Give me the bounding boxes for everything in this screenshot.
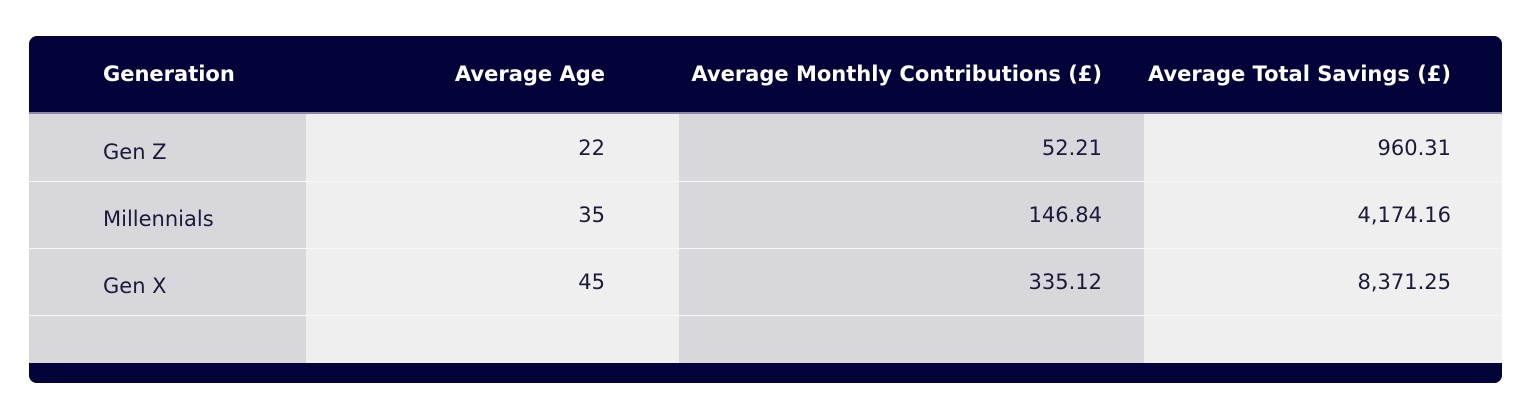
column-shade xyxy=(1144,114,1502,363)
cell-average-monthly: 335.12 xyxy=(1028,270,1102,294)
cell-generation: Gen X xyxy=(103,274,167,298)
table-row: Millennials 35 146.84 4,174.16 xyxy=(29,181,1502,248)
column-shade xyxy=(306,114,679,363)
row-divider xyxy=(29,181,1502,182)
table-footer-bar xyxy=(29,363,1502,383)
cell-average-age: 22 xyxy=(578,136,605,160)
header-average-total-savings: Average Total Savings (£) xyxy=(1147,62,1451,86)
cell-average-savings: 960.31 xyxy=(1377,136,1451,160)
cell-average-monthly: 146.84 xyxy=(1028,203,1102,227)
cell-average-savings: 4,174.16 xyxy=(1357,203,1451,227)
cell-generation: Millennials xyxy=(103,207,214,231)
cell-average-age: 35 xyxy=(578,203,605,227)
cell-average-savings: 8,371.25 xyxy=(1357,270,1451,294)
table-row: Gen X 45 335.12 8,371.25 xyxy=(29,248,1502,315)
data-table: Generation Average Age Average Monthly C… xyxy=(29,36,1502,383)
header-average-age: Average Age xyxy=(454,62,605,86)
header-divider xyxy=(29,112,1502,114)
header-generation: Generation xyxy=(103,62,235,86)
table-header-row: Generation Average Age Average Monthly C… xyxy=(29,36,1502,112)
column-shade xyxy=(29,114,306,363)
column-shade xyxy=(679,114,1144,363)
header-average-monthly-contributions: Average Monthly Contributions (£) xyxy=(691,62,1102,86)
cell-generation: Gen Z xyxy=(103,140,167,164)
row-divider xyxy=(29,315,1502,316)
table-body: Gen Z 22 52.21 960.31 Millennials 35 146… xyxy=(29,114,1502,363)
table-row: Gen Z 22 52.21 960.31 xyxy=(29,114,1502,181)
row-divider xyxy=(29,248,1502,249)
cell-average-monthly: 52.21 xyxy=(1041,136,1102,160)
cell-average-age: 45 xyxy=(578,270,605,294)
